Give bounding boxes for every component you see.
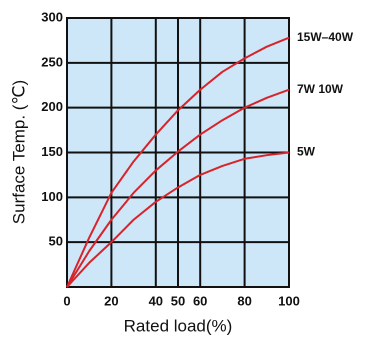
y-tick-label: 200 <box>41 99 63 114</box>
x-tick-label: 50 <box>171 293 185 308</box>
x-tick-label: 100 <box>278 293 300 308</box>
x-tick-label: 20 <box>104 293 118 308</box>
x-tick-label: 60 <box>193 293 207 308</box>
line <box>66 88 290 288</box>
x-tick-label: 80 <box>237 293 251 308</box>
series-label: 15W–40W <box>297 30 354 44</box>
x-tick-label: 40 <box>149 293 163 308</box>
y-tick-label: 50 <box>49 234 63 249</box>
x-axis-title: Rated load(%) <box>124 316 233 335</box>
x-tick-label: 0 <box>63 293 70 308</box>
y-tick-label: 250 <box>41 54 63 69</box>
series-label: 5W <box>297 145 316 159</box>
y-tick-label: 300 <box>41 9 63 24</box>
y-tick-label: 150 <box>41 144 63 159</box>
line <box>66 151 290 288</box>
y-tick-label: 100 <box>41 189 63 204</box>
y-axis-title: Surface Temp. (℃) <box>9 80 28 224</box>
series-label: 7W 10W <box>297 82 344 96</box>
line <box>66 36 290 288</box>
